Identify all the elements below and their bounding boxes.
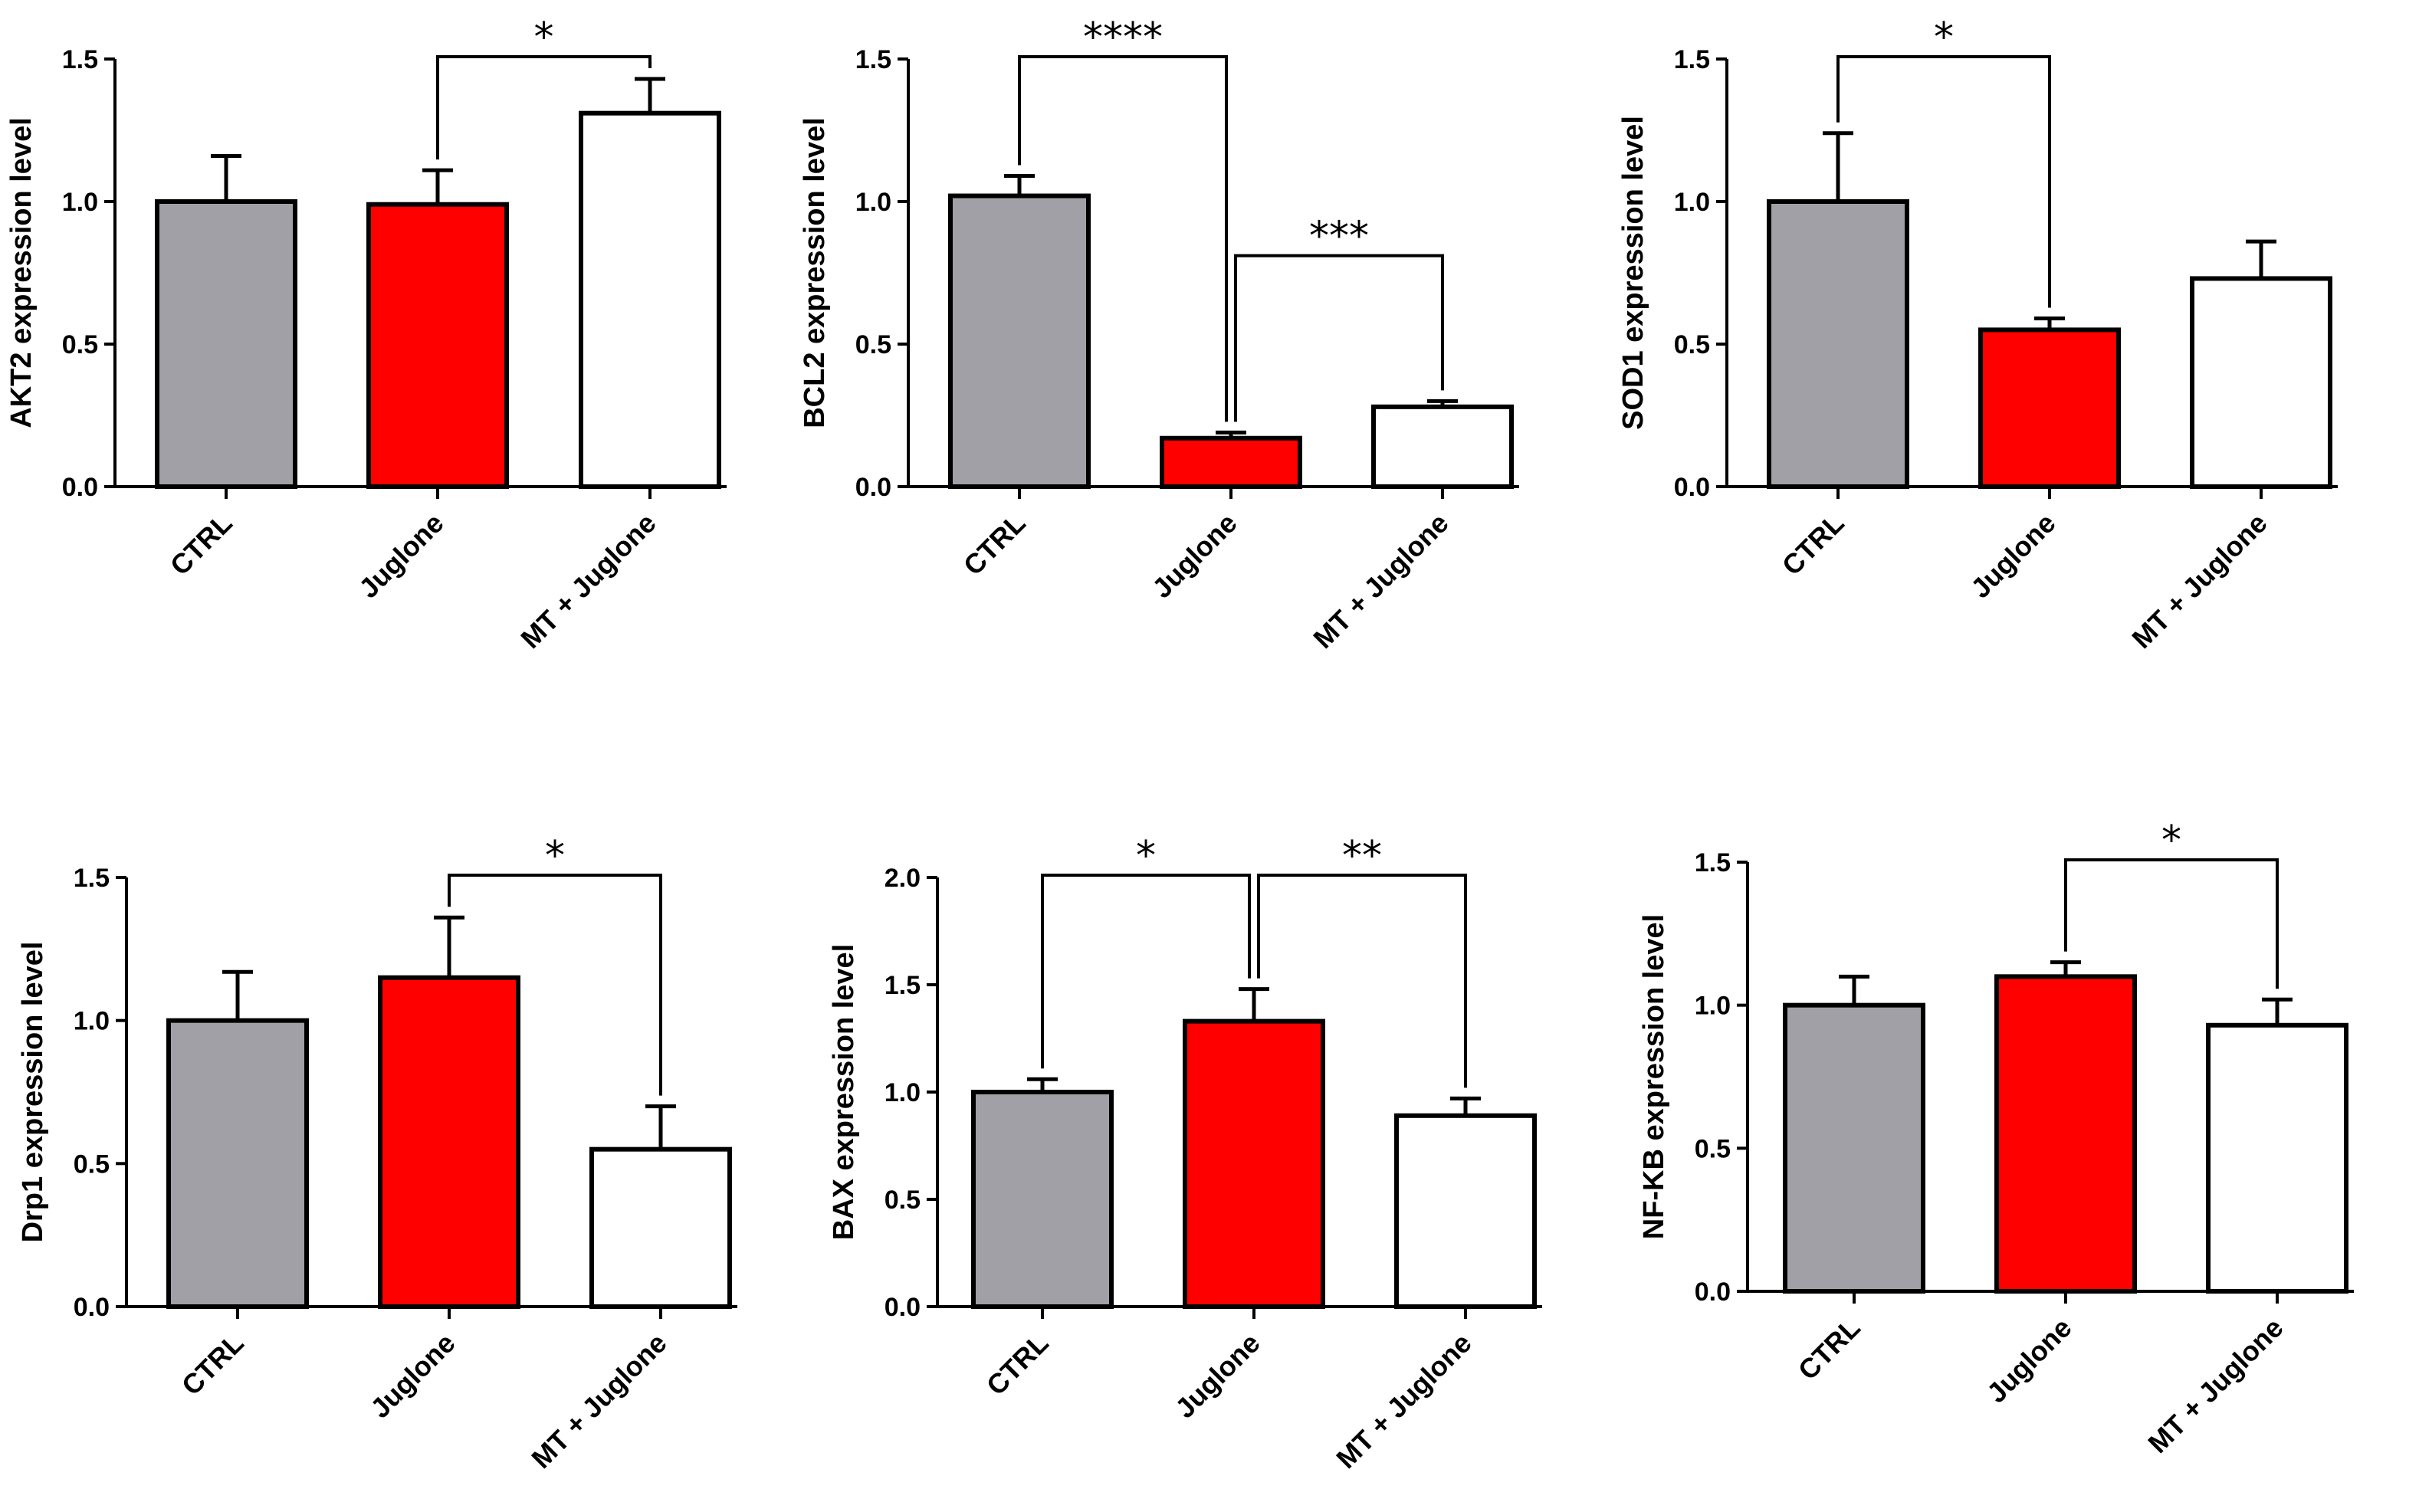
category-label: CTRL: [1792, 1312, 1866, 1386]
significance-bracket: [1018, 55, 1228, 422]
bar-juglone: [1160, 435, 1302, 490]
category-label: CTRL: [1776, 507, 1850, 582]
y-tick-label: 0.5: [885, 1186, 921, 1215]
category-label: MT + Juglone: [525, 1327, 672, 1474]
y-tick-label: 0.0: [74, 1293, 110, 1322]
y-tick-label: 0.5: [855, 330, 891, 359]
category-label: CTRL: [164, 507, 238, 582]
y-tick-label: 0.0: [62, 473, 98, 502]
bar-mt-juglone: [589, 1146, 732, 1309]
chart-panel-1: 0.0 0.5 1.0 1.5 AKT2 expression level CTRL Jug…: [5, 15, 727, 654]
category-label: Juglone: [1169, 1327, 1266, 1425]
y-axis-title: BCL2 expression level: [799, 117, 831, 428]
y-tick-label: 1.5: [855, 45, 891, 74]
bar-juglone: [1183, 1018, 1325, 1309]
significance-bracket: [436, 55, 652, 160]
significance-label: *: [1136, 833, 1156, 879]
bar-ctrl: [155, 199, 297, 489]
significance-bracket: [1041, 874, 1251, 1069]
significance-label: *: [534, 15, 554, 61]
y-axis-title: Drp1 expression level: [17, 942, 49, 1243]
bar-juglone: [378, 975, 520, 1309]
y-tick-label: 1.5: [62, 45, 98, 74]
significance-label: *: [1934, 15, 1954, 61]
category-label: MT + Juglone: [1330, 1327, 1477, 1474]
chart-panel-5: 0.0 0.5 1.0 1.5 2.0 BAX expression level CTRL J…: [828, 833, 1542, 1474]
y-tick-label: 1.0: [1695, 992, 1731, 1021]
bar-ctrl: [166, 1018, 309, 1309]
bar-ctrl: [971, 1090, 1114, 1309]
category-label: Juglone: [1146, 507, 1243, 605]
y-tick-label: 1.5: [885, 971, 921, 1000]
significance-bracket: [1257, 874, 1467, 1088]
bar-mt-juglone: [1371, 404, 1514, 490]
significance-label: ***: [1309, 214, 1369, 260]
bar-ctrl: [948, 193, 1091, 489]
bar-mt-juglone: [1394, 1113, 1537, 1310]
significance-bracket: [1234, 254, 1444, 422]
y-tick-label: 1.5: [1695, 848, 1731, 877]
bar-mt-juglone: [2190, 276, 2332, 489]
category-label: MT + Juglone: [1307, 507, 1454, 654]
y-tick-label: 0.0: [885, 1293, 921, 1322]
y-tick-label: 0.5: [62, 330, 98, 359]
bar-juglone: [1978, 327, 2121, 489]
y-axis-title: NF-KB expression level: [1638, 914, 1670, 1239]
bar-juglone: [1994, 974, 2137, 1294]
bar-ctrl: [1767, 199, 1909, 489]
bar-ctrl: [1783, 1002, 1925, 1294]
significance-bracket: [1836, 55, 2051, 308]
y-tick-label: 1.0: [855, 188, 891, 217]
y-tick-label: 0.5: [1674, 330, 1710, 359]
y-axis-title: AKT2 expression level: [5, 117, 38, 428]
y-tick-label: 1.5: [1674, 45, 1710, 74]
bar-juglone: [366, 202, 509, 489]
y-tick-label: 0.0: [855, 473, 891, 502]
category-label: CTRL: [980, 1327, 1055, 1402]
bar-mt-juglone: [579, 110, 721, 489]
significance-label: **: [1342, 833, 1382, 879]
category-label: MT + Juglone: [2125, 507, 2273, 654]
category-label: Juglone: [364, 1327, 461, 1425]
y-tick-label: 1.0: [62, 188, 98, 217]
category-label: Juglone: [1964, 507, 2062, 605]
chart-panel-4: 0.0 0.5 1.0 1.5 Drp1 expression level CTRL Jug…: [17, 833, 737, 1474]
bar-mt-juglone: [2206, 1022, 2348, 1294]
y-tick-label: 0.5: [74, 1150, 110, 1179]
chart-panel-6: 0.0 0.5 1.0 1.5 NF-KB expression level CTRL Ju…: [1638, 818, 2354, 1459]
significance-bracket: [448, 874, 662, 1096]
category-label: MT + Juglone: [2142, 1312, 2289, 1459]
y-axis-title: BAX expression level: [828, 944, 860, 1241]
significance-label: ****: [1083, 15, 1163, 61]
y-tick-label: 1.0: [74, 1007, 110, 1036]
significance-label: *: [545, 833, 565, 879]
category-label: CTRL: [176, 1327, 250, 1402]
category-label: MT + Juglone: [514, 507, 661, 654]
significance-bracket: [2064, 858, 2279, 989]
significance-label: *: [2161, 818, 2181, 864]
y-axis-title: SOD1 expression level: [1617, 116, 1649, 430]
y-tick-label: 0.5: [1695, 1134, 1731, 1163]
y-tick-label: 1.0: [885, 1078, 921, 1107]
y-tick-label: 0.0: [1674, 473, 1710, 502]
y-tick-label: 1.0: [1674, 188, 1710, 217]
y-tick-label: 2.0: [885, 864, 921, 893]
chart-panel-3: 0.0 0.5 1.0 1.5 SOD1 expression level CTRL Jug…: [1617, 15, 2338, 654]
chart-panel-2: 0.0 0.5 1.0 1.5 BCL2 expression level CTRL Jug…: [799, 15, 1519, 654]
category-label: Juglone: [353, 507, 450, 605]
category-label: CTRL: [957, 507, 1032, 582]
y-tick-label: 1.5: [74, 864, 110, 893]
y-tick-label: 0.0: [1695, 1277, 1731, 1307]
category-label: Juglone: [1981, 1312, 2078, 1409]
